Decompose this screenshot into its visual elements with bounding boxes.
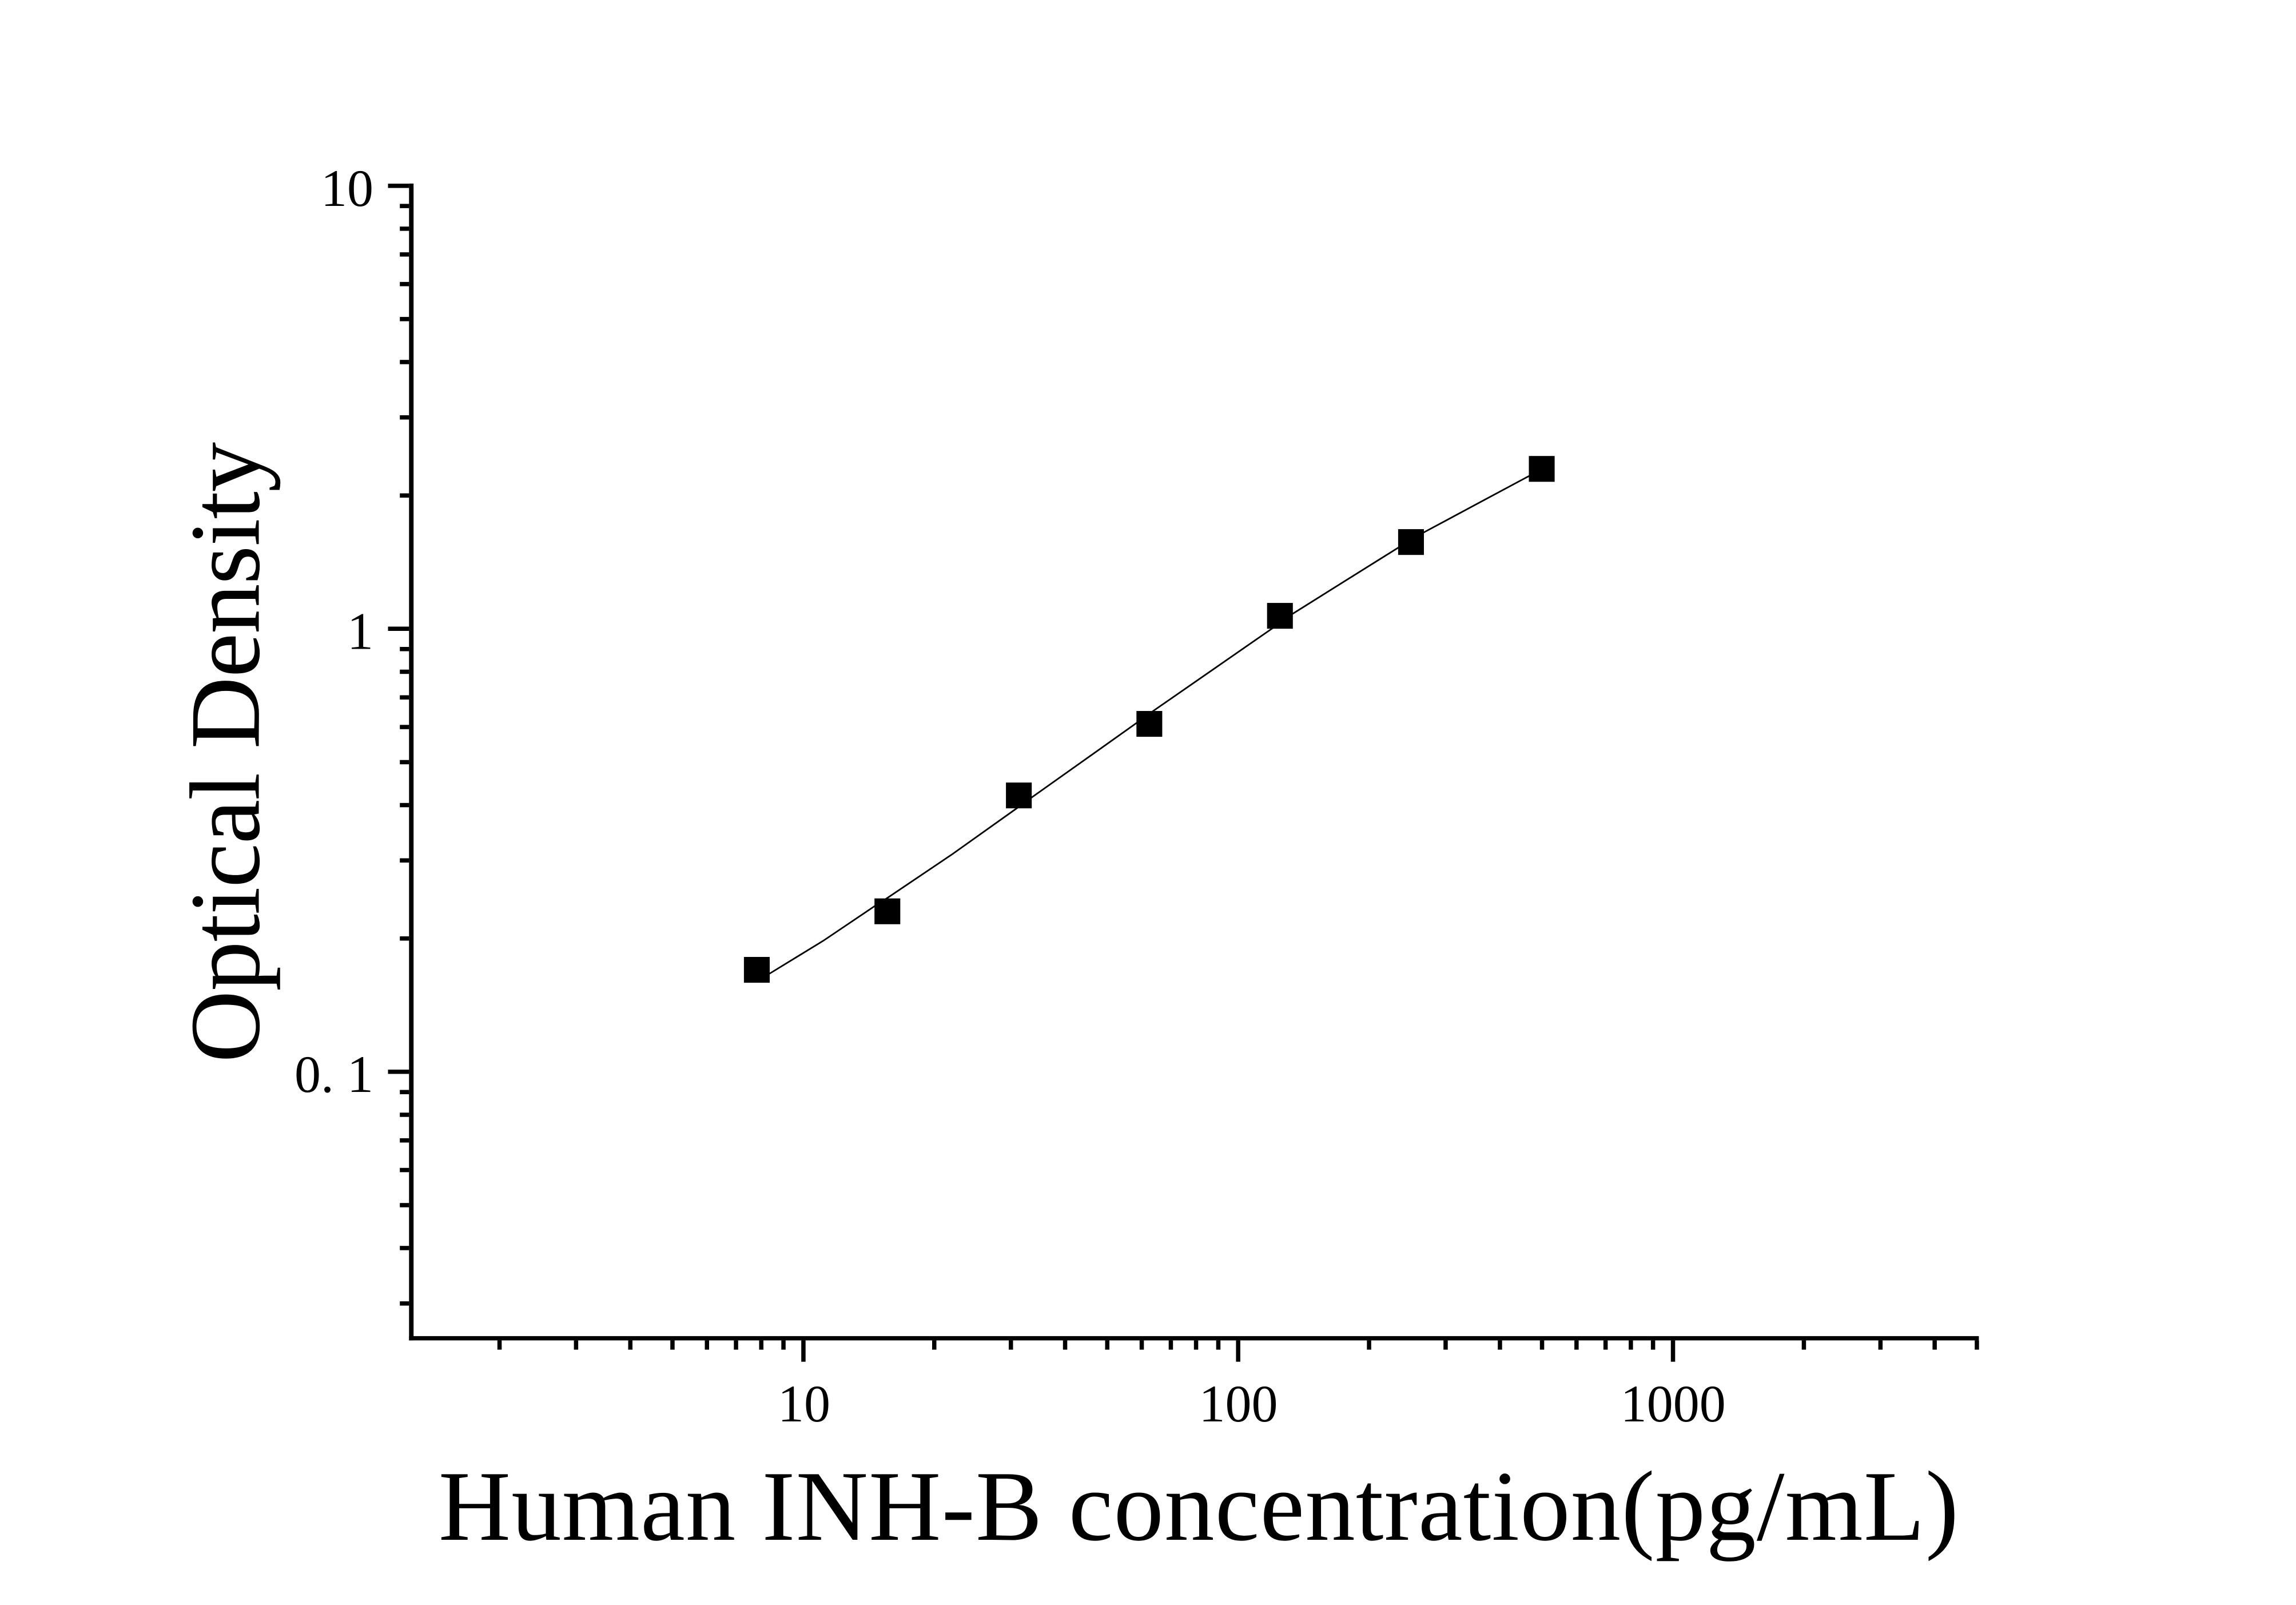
svg-text:Human INH-B concentration(pg/m: Human INH-B concentration(pg/mL) — [439, 1451, 1959, 1562]
svg-text:100: 100 — [1199, 1374, 1278, 1433]
svg-text:1: 1 — [347, 602, 373, 660]
svg-text:10: 10 — [321, 159, 373, 217]
svg-text:0. 1: 0. 1 — [295, 1045, 373, 1103]
svg-text:10: 10 — [778, 1374, 830, 1433]
svg-text:Optical Density: Optical Density — [170, 442, 281, 1063]
svg-text:1000: 1000 — [1621, 1374, 1726, 1433]
